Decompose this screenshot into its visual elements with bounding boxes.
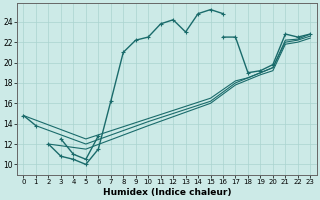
X-axis label: Humidex (Indice chaleur): Humidex (Indice chaleur)	[103, 188, 231, 197]
